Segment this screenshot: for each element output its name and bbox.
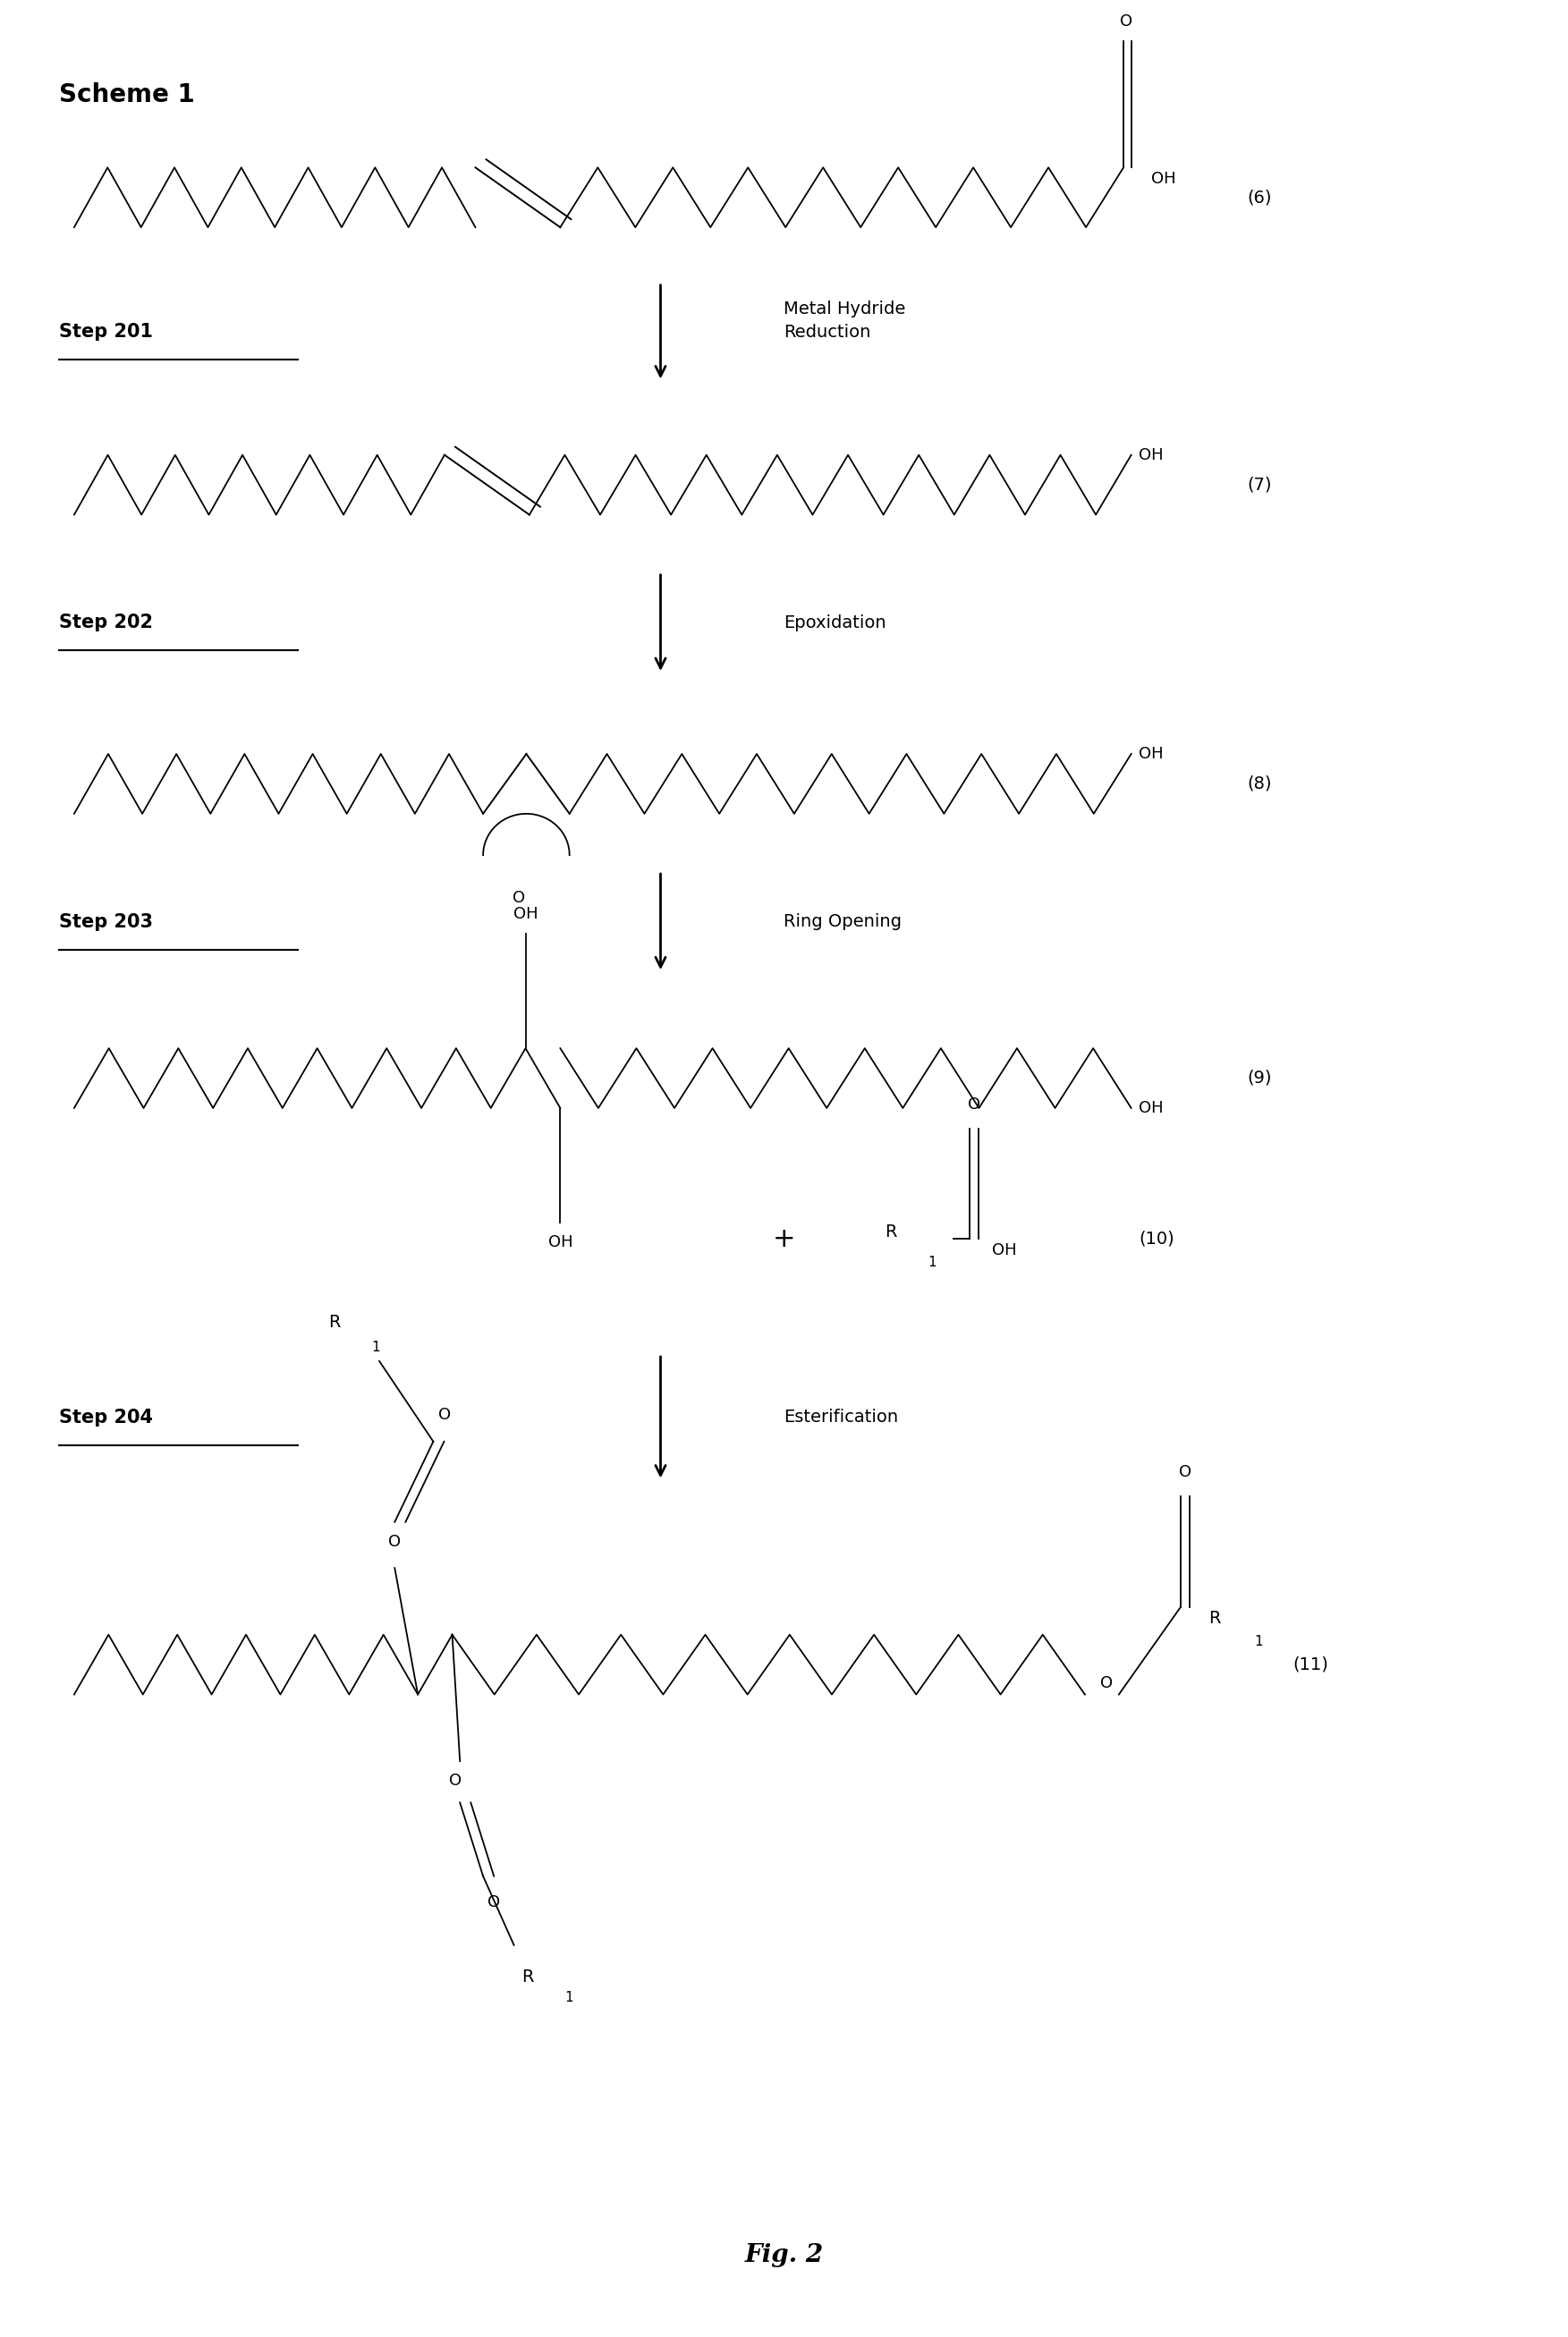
- Text: Metal Hydride
Reduction: Metal Hydride Reduction: [784, 299, 906, 341]
- Text: OH: OH: [993, 1243, 1018, 1260]
- Text: (7): (7): [1247, 477, 1272, 493]
- Text: R: R: [1209, 1610, 1220, 1627]
- Text: O: O: [1101, 1676, 1113, 1692]
- Text: OH: OH: [513, 907, 538, 921]
- Text: (8): (8): [1247, 776, 1272, 792]
- Text: (9): (9): [1247, 1070, 1272, 1087]
- Text: 1: 1: [928, 1255, 936, 1269]
- Text: OH: OH: [1138, 446, 1163, 463]
- Text: O: O: [448, 1774, 461, 1788]
- Text: O: O: [488, 1895, 500, 1912]
- Text: Step 202: Step 202: [58, 615, 152, 631]
- Text: Ring Opening: Ring Opening: [784, 914, 902, 930]
- Text: Step 204: Step 204: [58, 1409, 152, 1426]
- Text: O: O: [1120, 14, 1134, 30]
- Text: OH: OH: [1138, 746, 1163, 762]
- Text: O: O: [513, 890, 525, 907]
- Text: +: +: [773, 1227, 795, 1253]
- Text: R: R: [522, 1968, 533, 1984]
- Text: OH: OH: [547, 1234, 572, 1250]
- Text: Epoxidation: Epoxidation: [784, 615, 886, 631]
- Text: 1: 1: [1254, 1636, 1264, 1648]
- Text: O: O: [389, 1533, 401, 1549]
- Text: Step 203: Step 203: [58, 914, 152, 930]
- Text: 1: 1: [372, 1341, 379, 1353]
- Text: R: R: [884, 1225, 897, 1241]
- Text: (6): (6): [1247, 189, 1272, 206]
- Text: Scheme 1: Scheme 1: [58, 82, 194, 108]
- Text: R: R: [329, 1313, 340, 1332]
- Text: OH: OH: [1151, 171, 1176, 187]
- Text: Fig. 2: Fig. 2: [745, 2244, 823, 2267]
- Text: OH: OH: [1138, 1101, 1163, 1117]
- Text: O: O: [1179, 1465, 1192, 1482]
- Text: 1: 1: [564, 1991, 574, 2005]
- Text: O: O: [437, 1407, 450, 1423]
- Text: (10): (10): [1138, 1232, 1174, 1248]
- Text: (11): (11): [1294, 1657, 1330, 1673]
- Text: Esterification: Esterification: [784, 1409, 898, 1426]
- Text: Step 201: Step 201: [58, 323, 152, 341]
- Text: O: O: [967, 1096, 980, 1112]
